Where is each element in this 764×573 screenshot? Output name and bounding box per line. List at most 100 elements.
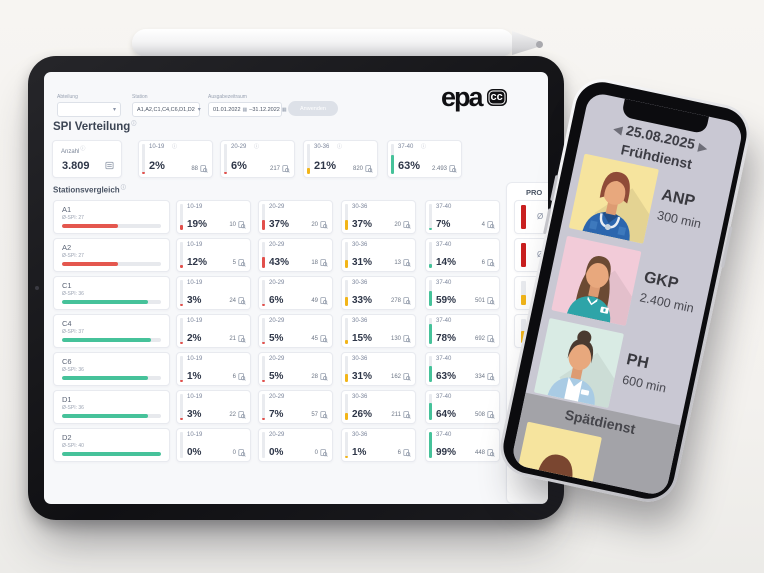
- preview-icon[interactable]: [238, 297, 246, 305]
- range-mini-bar: [262, 242, 265, 268]
- station-card[interactable]: A1 Ø-SPI: 27: [53, 200, 170, 234]
- preview-icon[interactable]: [200, 165, 208, 173]
- range-label: 20-29: [269, 394, 285, 400]
- range-count: 0: [314, 450, 318, 456]
- station-avg-spi: Ø-SPI: 36: [62, 405, 84, 411]
- preview-icon[interactable]: [487, 259, 495, 267]
- range-percent: 15%: [352, 333, 373, 344]
- preview-icon[interactable]: [320, 411, 328, 419]
- range-label: 10-19: [187, 280, 203, 286]
- preview-icon[interactable]: [487, 335, 495, 343]
- range-label: 30-36: [352, 394, 368, 400]
- preview-icon[interactable]: [238, 449, 246, 457]
- preview-icon[interactable]: [403, 259, 411, 267]
- info-icon[interactable]: ⓘ: [172, 144, 178, 150]
- preview-icon[interactable]: [238, 335, 246, 343]
- station-card[interactable]: A2 Ø-SPI: 27: [53, 238, 170, 272]
- range-percent: 33%: [352, 295, 373, 306]
- range-mini-bar: [180, 242, 183, 268]
- shift-entry-ph[interactable]: PH 600 min: [525, 316, 696, 427]
- spi-range-cell: 10-19 2% 21: [176, 314, 251, 348]
- preview-icon[interactable]: [403, 335, 411, 343]
- epa-logo-cc-badge: cc: [486, 89, 507, 106]
- station-card[interactable]: C6 Ø-SPI: 36: [53, 352, 170, 386]
- station-row: A1 Ø-SPI: 27 10-19 19% 10 20-29 37% 20 3…: [44, 200, 548, 234]
- range-percent: 43%: [269, 257, 290, 268]
- preview-icon[interactable]: [320, 373, 328, 381]
- range-label: 30-36: [352, 280, 368, 286]
- range-label: 10-19: [187, 394, 203, 400]
- range-label: 37-40: [436, 394, 452, 400]
- preview-icon[interactable]: [365, 165, 373, 173]
- spi-range-cell: 20-29 6% 49: [258, 276, 333, 310]
- preview-icon[interactable]: [403, 221, 411, 229]
- summary-range-card: 30-36 ⓘ 21% 820: [303, 140, 378, 178]
- preview-icon[interactable]: [487, 297, 495, 305]
- preview-icon[interactable]: [320, 449, 328, 457]
- range-mini-bar: [345, 280, 348, 306]
- info-icon[interactable]: ⓘ: [337, 144, 343, 150]
- info-icon[interactable]: ⓘ: [421, 144, 427, 150]
- preview-icon[interactable]: [238, 221, 246, 229]
- date-range-input[interactable]: 01.01.2022 ▦ – 31.12.2022 ▦: [208, 102, 287, 117]
- station-spi-bar: [62, 376, 161, 380]
- prev-day-arrow-icon[interactable]: ◀: [612, 123, 624, 137]
- stylus-pencil: [132, 29, 514, 57]
- minutes-value: 600 min: [621, 372, 668, 396]
- preview-icon[interactable]: [403, 411, 411, 419]
- preview-icon[interactable]: [238, 373, 246, 381]
- preview-icon[interactable]: [320, 297, 328, 305]
- preview-icon[interactable]: [403, 297, 411, 305]
- preview-icon[interactable]: [487, 411, 495, 419]
- station-card[interactable]: C1 Ø-SPI: 36: [53, 276, 170, 310]
- apply-filter-button[interactable]: Anwenden: [288, 101, 338, 116]
- range-count: 18: [311, 260, 318, 266]
- station-select[interactable]: A1,A2,C1,C4,C6,D1,D2 ▾: [132, 102, 201, 117]
- calendar-icon: ▦: [242, 106, 248, 113]
- range-percent: 0%: [269, 447, 284, 458]
- shift-entry-gkp[interactable]: GKP 2.400 min: [543, 234, 714, 345]
- preview-icon[interactable]: [449, 165, 457, 173]
- abteilung-select[interactable]: ▾: [57, 102, 121, 117]
- prognosis-row: Ø: [514, 200, 548, 234]
- anzahl-card: Anzahlⓘ 3.809: [52, 140, 122, 178]
- station-card[interactable]: C4 Ø-SPI: 37: [53, 314, 170, 348]
- range-label: 10-19: [187, 242, 203, 248]
- date-from: 01.01.2022: [213, 106, 241, 113]
- station-name: C4: [62, 319, 72, 328]
- spi-range-cell: 30-36 33% 278: [341, 276, 416, 310]
- range-label: 30-36: [352, 242, 368, 248]
- station-name: C1: [62, 281, 72, 290]
- next-day-arrow-icon[interactable]: ▶: [697, 141, 708, 155]
- preview-icon[interactable]: [403, 373, 411, 381]
- info-icon[interactable]: ⓘ: [80, 146, 86, 152]
- preview-icon[interactable]: [487, 221, 495, 229]
- range-label: 10-19: [149, 144, 165, 150]
- preview-icon[interactable]: [238, 259, 246, 267]
- range-mini-bar: [429, 242, 432, 268]
- station-spi-bar: [62, 262, 161, 266]
- station-card[interactable]: D1 Ø-SPI: 36: [53, 390, 170, 424]
- station-card[interactable]: D2 Ø-SPI: 40: [53, 428, 170, 462]
- info-icon[interactable]: ⓘ: [254, 144, 260, 150]
- info-icon[interactable]: ⓘ: [120, 185, 126, 191]
- preview-icon[interactable]: [487, 449, 495, 457]
- preview-icon[interactable]: [403, 449, 411, 457]
- preview-icon[interactable]: [320, 221, 328, 229]
- preview-icon[interactable]: [487, 373, 495, 381]
- range-label: 30-36: [352, 204, 368, 210]
- preview-icon[interactable]: [320, 259, 328, 267]
- info-icon[interactable]: ⓘ: [131, 121, 137, 127]
- range-mini-bar: [262, 280, 265, 306]
- filter-station: Station A1,A2,C1,C4,C6,D1,D2 ▾: [132, 94, 201, 117]
- range-percent: 6%: [231, 160, 247, 172]
- range-mini-bar: [345, 318, 348, 344]
- spi-range-cell: 10-19 3% 24: [176, 276, 251, 310]
- shift-entry-anp[interactable]: ANP 300 min: [560, 152, 731, 263]
- range-mini-bar: [180, 204, 183, 230]
- range-mini-bar: [345, 356, 348, 382]
- preview-icon[interactable]: [320, 335, 328, 343]
- tablet-device: Abteilung ▾ Station A1,A2,C1,C4,C6,D1,D2…: [28, 56, 564, 520]
- preview-icon[interactable]: [282, 165, 290, 173]
- preview-icon[interactable]: [238, 411, 246, 419]
